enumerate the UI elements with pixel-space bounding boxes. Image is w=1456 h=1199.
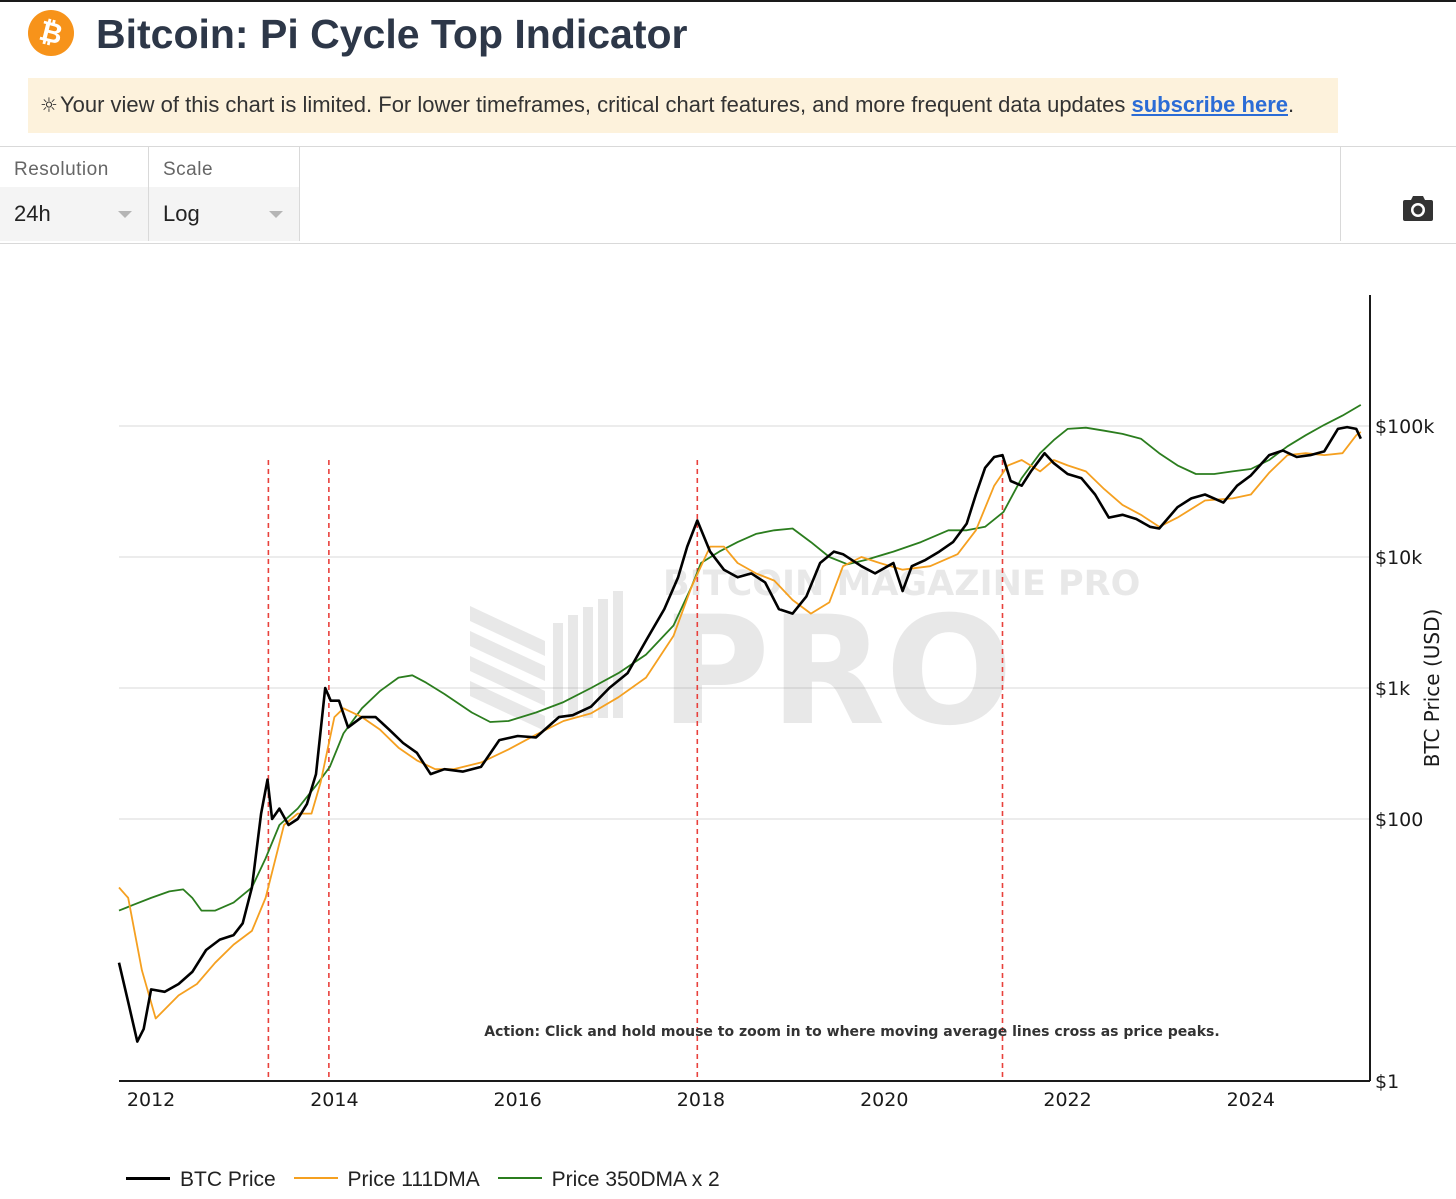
notice-suffix: .	[1288, 92, 1295, 117]
scale-label: Scale	[163, 159, 214, 180]
legend-label: Price 111DMA	[347, 1168, 480, 1191]
page-header: ₿ Bitcoin: Pi Cycle Top Indicator	[0, 0, 1456, 72]
bitcoin-icon: ₿	[28, 10, 74, 56]
y-tick-label: $10k	[1375, 547, 1422, 569]
legend-btc-price[interactable]: BTC Price	[126, 1168, 276, 1192]
resolution-label: Resolution	[14, 159, 109, 180]
legend-swatch	[497, 1177, 542, 1180]
x-tick-label: 2020	[860, 1089, 908, 1111]
scale-control: Scale Log	[149, 147, 300, 241]
y-tick-label: $100	[1375, 809, 1423, 831]
series-350dma-x2[interactable]	[118, 404, 1362, 912]
y-tick-label: $100k	[1375, 416, 1434, 438]
camera-icon[interactable]	[1403, 195, 1433, 221]
chart-series	[117, 404, 1362, 1043]
screenshot-control	[1340, 147, 1456, 241]
chevron-down-icon	[118, 211, 132, 218]
sun-icon: ☼	[40, 93, 58, 117]
notice-text: Your view of this chart is limited. For …	[59, 92, 1132, 117]
resolution-value: 24h	[14, 201, 51, 226]
legend-111dma[interactable]: Price 111DMA	[293, 1168, 480, 1192]
legend-swatch	[293, 1177, 338, 1180]
watermark-logo: BITCOIN MAGAZINE PRO PRO	[470, 564, 1140, 759]
chart-gridlines	[119, 425, 1370, 820]
top-border	[0, 0, 1456, 2]
legend-350dma-x2[interactable]: Price 350DMA x 2	[497, 1168, 720, 1192]
scale-select[interactable]: Log	[149, 187, 299, 241]
chevron-down-icon	[269, 211, 283, 218]
scale-value: Log	[163, 201, 200, 226]
page-title: Bitcoin: Pi Cycle Top Indicator	[96, 11, 688, 57]
chart-annotation: Action: Click and hold mouse to zoom in …	[484, 1024, 1219, 1040]
x-tick-label: 2012	[127, 1089, 175, 1111]
subscribe-link[interactable]: subscribe here	[1131, 92, 1288, 117]
legend-label: Price 350DMA x 2	[551, 1168, 720, 1191]
x-tick-label: 2022	[1043, 1089, 1091, 1111]
limited-view-notice: ☼Your view of this chart is limited. For…	[28, 78, 1338, 133]
chart-controls: Resolution 24h Scale Log	[0, 146, 1456, 244]
x-tick-label: 2016	[493, 1089, 541, 1111]
chart-axes: 2012 2014 2016 2018 2020 2022 2024 $1 $100 $1k $10…	[119, 295, 1434, 1111]
y-tick-label: $1k	[1375, 678, 1410, 700]
resolution-control: Resolution 24h	[0, 147, 149, 241]
watermark-text: BITCOIN MAGAZINE PRO	[663, 564, 1140, 604]
series-btc-price[interactable]	[117, 425, 1362, 1043]
watermark-pro: PRO	[660, 585, 1013, 759]
y-axis-label: BTC Price (USD)	[1420, 609, 1444, 768]
legend-swatch	[126, 1176, 170, 1180]
y-tick-label: $1	[1375, 1071, 1399, 1093]
chart-legend: BTC Price Price 111DMA Price 350DMA x 2	[126, 1168, 732, 1198]
pi-cycle-chart[interactable]: BITCOIN MAGAZINE PRO PRO 2012 2014 2016 201…	[0, 243, 1456, 1163]
resolution-select[interactable]: 24h	[0, 187, 148, 241]
x-tick-label: 2024	[1227, 1089, 1275, 1111]
cross-signals	[267, 460, 1004, 1081]
x-tick-label: 2014	[310, 1089, 358, 1111]
legend-label: BTC Price	[180, 1168, 276, 1191]
x-tick-label: 2018	[677, 1089, 725, 1111]
